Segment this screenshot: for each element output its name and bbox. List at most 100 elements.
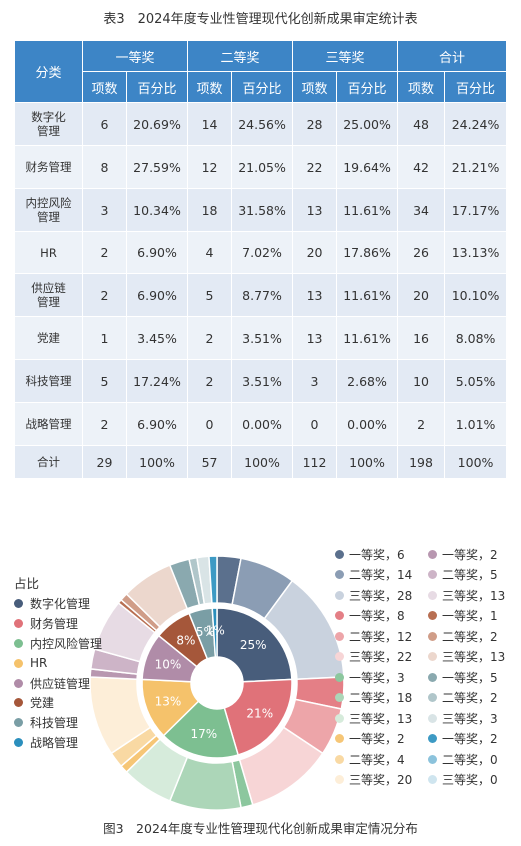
award-legend-column-1: 一等奖，6 二等奖，14 三等奖，28 一等奖，8 二等奖，12 三等奖，22 一等奖，3 二… [335, 544, 412, 790]
award-legend-swatch [335, 590, 344, 600]
award-legend-item: 一等奖，5 [428, 667, 505, 688]
figure-caption: 图3 2024年度专业性管理现代化创新成果审定情况分布 [103, 821, 418, 836]
table-row: 战略管理 2 6.90% 0 0.00% 0 0.00% 2 1.01% [14, 402, 508, 446]
percent-cell: 8.08% [444, 316, 508, 360]
award-legend-swatch [428, 672, 437, 682]
count-cell: 1 [82, 316, 127, 360]
table-row: 财务管理 8 27.59% 12 21.05% 22 19.64% 42 21.21% [14, 145, 508, 189]
percent-cell: 11.61% [336, 273, 399, 317]
count-cell: 20 [397, 273, 446, 317]
count-cell: 18 [187, 188, 233, 232]
percent-cell: 13.13% [444, 231, 508, 274]
legend-swatch [14, 658, 23, 668]
count-cell: 2 [82, 231, 127, 274]
inner-slice-label: 10% [155, 657, 182, 671]
legend-item: 战略管理 [14, 733, 102, 753]
count-cell: 20 [292, 231, 338, 274]
row-category-line: 供应链 [31, 281, 66, 295]
header-sub: 百分比 [336, 71, 399, 103]
award-legend-label: 二等奖，4 [349, 752, 405, 767]
award-legend-label: 一等奖，2 [442, 547, 498, 562]
row-category: 供应链 管理 [14, 273, 83, 317]
award-legend-swatch [428, 652, 437, 662]
count-cell: 34 [397, 188, 446, 232]
percent-cell: 0.00% [231, 402, 294, 446]
award-legend-label: 二等奖，2 [442, 691, 498, 706]
award-legend-swatch [428, 754, 437, 764]
award-legend-label: 三等奖，22 [349, 650, 413, 665]
legend-title: 占比 [14, 576, 40, 591]
row-category-line: 党建 [37, 331, 60, 345]
award-legend-item: 一等奖，1 [428, 606, 505, 627]
award-legend-swatch [428, 611, 437, 621]
count-cell: 12 [187, 145, 233, 189]
percent-cell: 6.90% [125, 231, 189, 274]
award-legend-label: 一等奖，1 [442, 609, 498, 624]
count-cell: 48 [397, 102, 446, 146]
percent-cell: 17.17% [444, 188, 508, 232]
inner-slice [211, 607, 218, 658]
row-category-line: 管理 [37, 295, 60, 309]
count-cell: 57 [187, 445, 233, 479]
percent-cell: 6.90% [125, 273, 189, 317]
row-category-line: 财务管理 [25, 160, 72, 174]
award-legend-swatch [335, 713, 344, 723]
row-category: 财务管理 [14, 145, 83, 189]
legend-item: 数字化管理 [14, 594, 102, 614]
inner-slice-label: 5% [196, 625, 215, 639]
table-row: 科技管理 5 17.24% 2 3.51% 3 2.68% 10 5.05% [14, 359, 508, 403]
header-category: 分类 [14, 40, 83, 103]
award-legend-item: 二等奖，2 [428, 626, 505, 647]
award-legend-item: 三等奖，13 [335, 708, 412, 729]
percent-cell: 31.58% [231, 188, 294, 232]
header-sub: 百分比 [444, 71, 508, 103]
percent-cell: 100% [125, 445, 189, 479]
legend-label: 战略管理 [30, 735, 79, 750]
award-legend-label: 一等奖，3 [349, 670, 405, 685]
count-cell: 5 [82, 359, 127, 403]
row-category: 内控风险 管理 [14, 188, 83, 232]
count-cell: 29 [82, 445, 127, 479]
legend-swatch [14, 737, 23, 747]
count-cell: 13 [292, 316, 338, 360]
count-cell: 26 [397, 231, 446, 274]
award-legend-label: 二等奖，5 [442, 568, 498, 583]
row-category: 党建 [14, 316, 83, 360]
count-cell: 5 [187, 273, 233, 317]
count-cell: 6 [82, 102, 127, 146]
inner-slice-label: 25% [240, 638, 267, 652]
award-legend-swatch [335, 754, 344, 764]
award-legend-item: 一等奖，2 [335, 729, 412, 750]
award-legend-swatch [335, 631, 344, 641]
count-cell: 2 [187, 359, 233, 403]
legend-swatch [14, 638, 23, 648]
award-legend-item: 三等奖，22 [335, 647, 412, 668]
percent-cell: 0.00% [336, 402, 399, 446]
legend-item: 内控风险管理 [14, 634, 102, 654]
header-group: 合计 [397, 40, 508, 72]
header-sub: 项数 [82, 71, 127, 103]
legend-label: 科技管理 [30, 716, 79, 731]
legend-swatch [14, 718, 23, 728]
award-legend-swatch [428, 570, 437, 580]
count-cell: 3 [82, 188, 127, 232]
count-cell: 112 [292, 445, 338, 479]
award-legend-swatch [428, 713, 437, 723]
row-category-line: 管理 [37, 210, 60, 224]
award-legend-swatch [335, 734, 344, 744]
table-row: 内控风险 管理 3 10.34% 18 31.58% 13 11.61% 34 17.17% [14, 188, 508, 232]
award-legend-label: 三等奖，0 [442, 773, 498, 788]
percent-cell: 10.34% [125, 188, 189, 232]
percent-cell: 20.69% [125, 102, 189, 146]
percent-cell: 1.01% [444, 402, 508, 446]
inner-slice-label: 1% [206, 624, 225, 638]
award-legend-swatch [335, 549, 344, 559]
award-legend-label: 二等奖，2 [442, 629, 498, 644]
percent-cell: 100% [336, 445, 399, 479]
table-title: 表3 2024年度专业性管理现代化创新成果审定统计表 [103, 12, 418, 27]
header-sub: 百分比 [231, 71, 294, 103]
percent-cell: 24.24% [444, 102, 508, 146]
count-cell: 198 [397, 445, 446, 479]
table-row: 合计 29 100% 57 100% 112 100% 198 100% [14, 445, 508, 479]
percent-cell: 19.64% [336, 145, 399, 189]
